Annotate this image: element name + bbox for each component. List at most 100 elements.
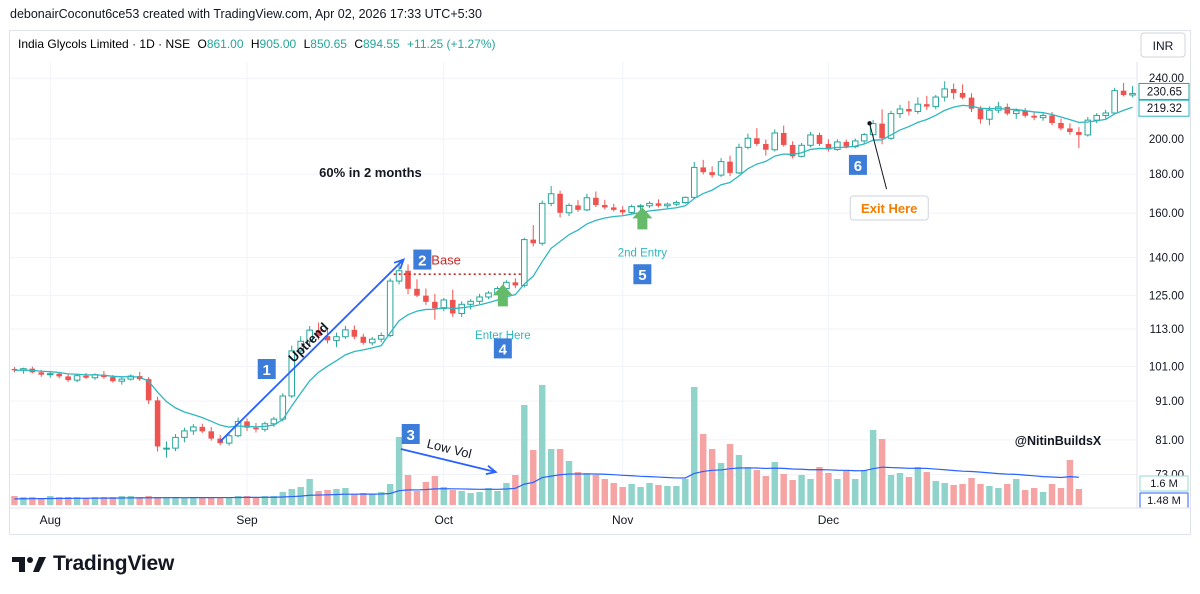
volume-bar [11,496,18,505]
volume-bar [789,480,796,505]
volume-bar [413,491,421,505]
volume-bar [324,490,331,505]
volume-bar [655,485,662,505]
exit-pointer-line [869,123,888,190]
volume-bar [887,475,895,505]
volume-bar [959,484,966,505]
volume-bar [181,498,188,505]
candle-body-up [914,103,922,112]
candle-body-down [709,172,715,176]
volume-bar [735,455,743,505]
legend-low: 850.65 [310,37,347,51]
last-price-box [1138,82,1190,100]
candle-body-up [538,202,546,244]
volume-bar [64,497,72,505]
legend-high-label: H [251,37,260,51]
legend-high: 905.00 [260,37,297,51]
candle-body-up [771,132,779,151]
x-tick-label: Nov [612,513,633,527]
volume-ma-line [14,466,1079,500]
volume-bar [896,473,904,505]
volume-bar [172,497,179,505]
y-tick-label: 240.00 [1149,73,1184,85]
currency-button[interactable] [1140,32,1186,58]
tradingview-footer: TradingView [12,552,174,576]
exit-label-box [849,195,929,221]
volume-ma-value-label: 1.48 M [1147,495,1181,507]
volume-bar [386,484,394,505]
volume-bar [1039,492,1047,505]
y-tick-label: 200.00 [1149,134,1184,146]
volume-bar [279,492,287,505]
candle-body-down [449,299,456,314]
candle-body-down [199,426,206,432]
second-entry-badge-number: 5 [638,267,646,284]
volume-bar [163,497,170,505]
volume-bar [91,497,99,505]
candle-body-up [583,197,591,211]
volume-bar [154,497,161,505]
volume-bar [1057,488,1065,505]
volume-bar [950,485,957,505]
candle-body-up [342,329,349,338]
candle-body-up [163,447,170,450]
candle-body-down [315,330,322,337]
volume-bar [29,497,36,505]
volume-bar [351,494,358,505]
candle-body-down [414,288,420,296]
candle-body-up [46,373,54,376]
candle-body-down [959,92,966,98]
candle-body-down [924,104,930,107]
last-price-label: 230.65 [1147,86,1182,98]
candle-body-down [38,372,45,375]
attribution-text: debonairCoconut6ce53 created with Tradin… [10,7,482,21]
moving-average-layer [14,104,1133,428]
y-tick-label: 113.00 [1150,324,1184,336]
candle-body-up [941,88,948,98]
volume-bar [512,475,519,505]
volume-bar [807,479,814,505]
volume-bar [610,483,617,505]
volume-bar [1075,489,1083,505]
candle-body-up [521,239,528,286]
legend-separator-1: · [132,37,136,51]
candle-body-down [816,134,823,144]
candle-body-down [423,295,429,302]
legend-low-label: L [304,37,311,51]
volume-bar [1030,488,1038,505]
volume-bar [208,497,215,505]
candle-body-up [628,206,635,213]
volume-bar [843,471,850,505]
candle-body-down [780,132,787,145]
candle-body-down [145,379,152,401]
candle-body-up [1084,119,1092,136]
volume-bar [306,479,313,505]
volume-bar [333,489,340,505]
candle-body-up [440,299,448,309]
candle-body-up [735,146,743,174]
candle-body-down [1031,115,1037,118]
volume-bar [717,463,725,505]
volume-bar [995,488,1002,505]
volume-bar [771,462,778,505]
x-tick-label: Dec [818,513,839,527]
candle-body-up [485,292,492,298]
volume-bar [530,450,537,505]
volume-bar [637,487,644,505]
volume-bar [360,493,367,505]
candle-body-up [565,204,573,214]
volume-bar [369,494,376,505]
volume-bar [55,497,63,505]
tradingview-brand: TradingView [53,552,175,575]
candle-body-up [1093,114,1101,121]
volume-bar [691,387,698,505]
candle-body-down [593,197,599,205]
candle-body-down [530,239,537,244]
volume-bar [860,470,868,505]
moving-average-line [14,104,1133,428]
volume-bar [923,472,931,505]
volume-ma-layer [14,466,1079,500]
base-badge [413,249,432,270]
volume-bar [199,498,206,505]
